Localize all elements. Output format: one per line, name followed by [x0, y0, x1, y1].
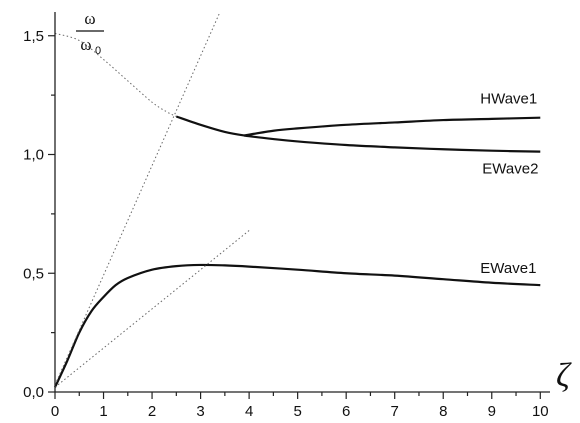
x-tick-label: 0: [51, 403, 59, 420]
y-axis-label-numerator: ω: [84, 9, 95, 28]
x-tick-label: 6: [342, 403, 350, 420]
plot-area: [54, 11, 541, 388]
x-tick-label: 2: [148, 403, 156, 420]
series-ewave1-line: [54, 263, 541, 388]
x-tick-label: 5: [293, 403, 301, 420]
dotted-guide-line-3: [54, 32, 177, 117]
x-tick-label: 8: [439, 403, 447, 420]
x-tick-label: 3: [196, 403, 204, 420]
y-tick-label: 1,0: [23, 147, 44, 164]
series-label-ewave1: EWave1: [480, 260, 536, 277]
y-tick-label: 0,0: [23, 384, 44, 401]
y-tick-label: 0,5: [23, 265, 44, 282]
y-axis-label-subscript: 0: [95, 45, 101, 57]
x-tick-label: 9: [488, 403, 496, 420]
y-axis-label: ωω 0: [76, 9, 104, 57]
x-tick-label: 10: [532, 403, 549, 420]
series-label-ewave2: EWave2: [482, 161, 538, 178]
x-tick-label: 4: [245, 403, 253, 420]
dotted-guide-line-4: [54, 11, 221, 386]
y-axis-label-denominator: ω: [80, 35, 91, 54]
labels: 0 1 2 3 4 5 6 7 8 9 10 0,0 0,5 1,0 1,5 HWave1 EWave2 EWav…: [23, 9, 572, 420]
dotted-guide-line-5: [54, 230, 250, 388]
series-label-hwave1: HWave1: [480, 91, 537, 108]
x-axis-label: ζ: [556, 357, 572, 394]
series-hwave1-line: [244, 116, 541, 137]
x-tick-label: 1: [99, 403, 107, 420]
y-tick-label: 1,5: [23, 28, 44, 45]
x-tick-label: 7: [391, 403, 399, 420]
axes: [48, 12, 550, 399]
series-ewave2-line: [175, 115, 541, 153]
